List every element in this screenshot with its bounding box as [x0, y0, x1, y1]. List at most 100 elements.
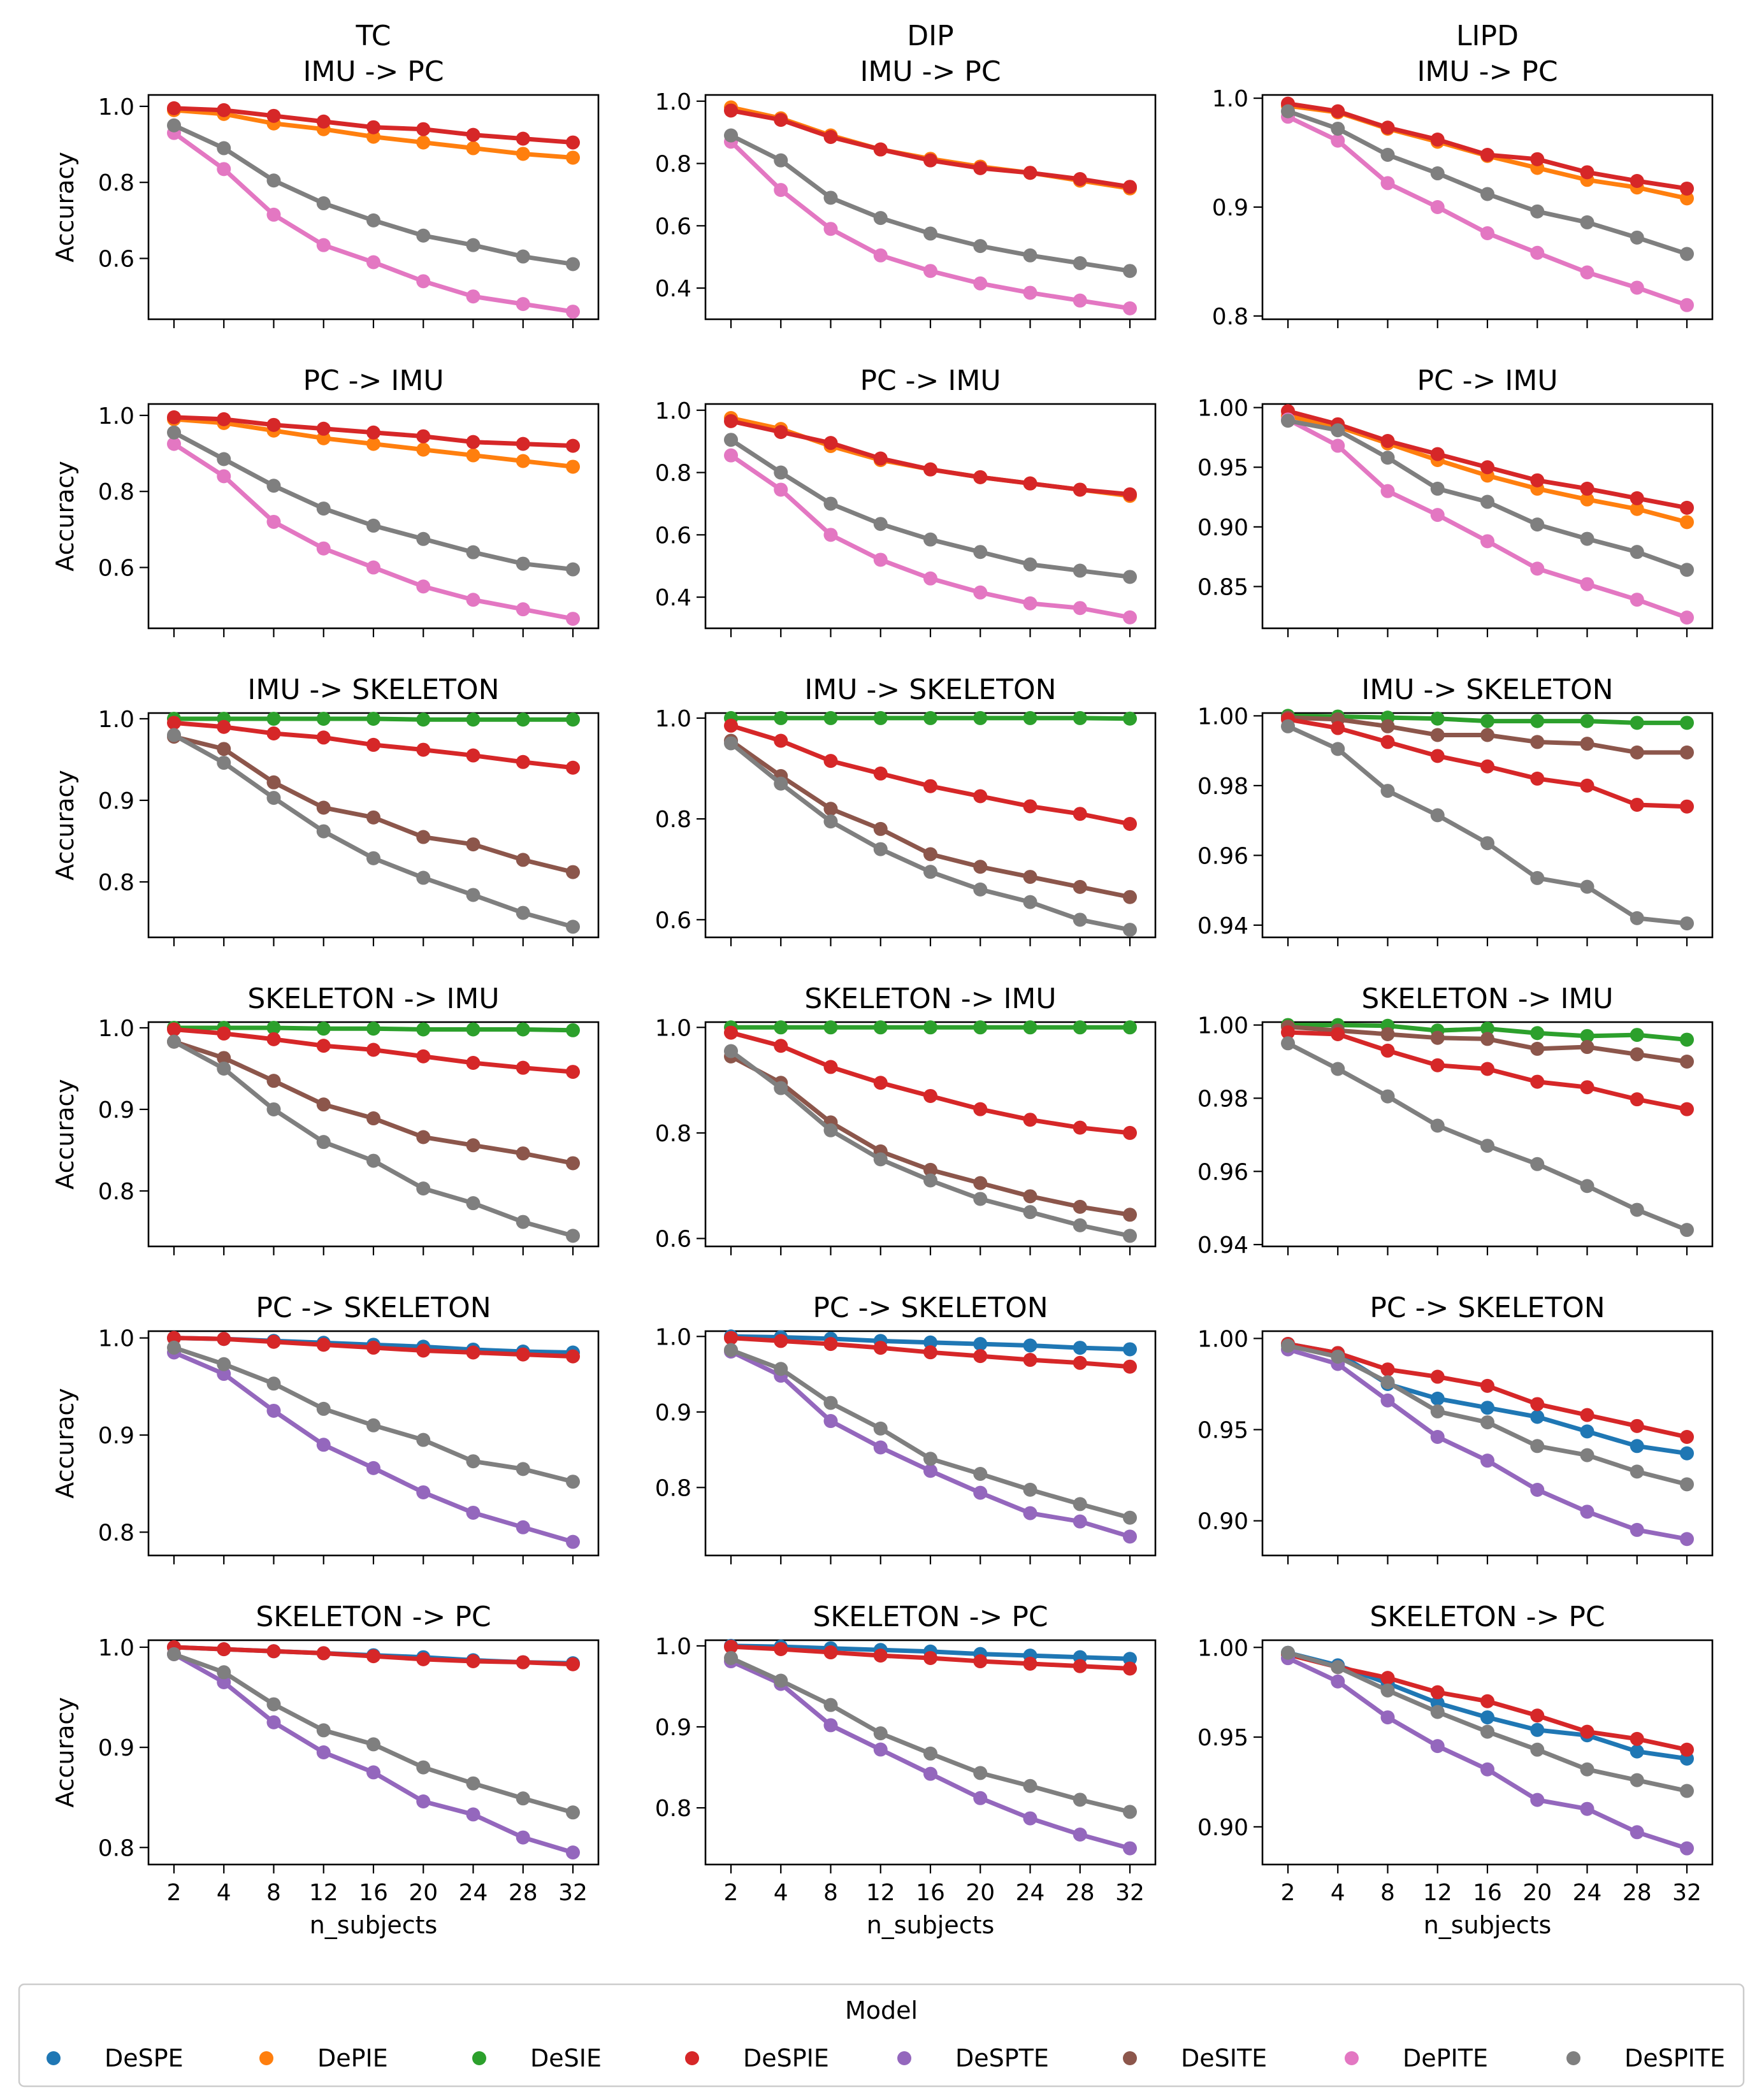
data-point-DeSPIE: [1680, 1742, 1694, 1757]
y-tick-label: 0.95: [1197, 455, 1248, 481]
data-point-DePITE: [1630, 280, 1644, 295]
data-point-DeSPITE: [774, 1673, 788, 1688]
data-point-DeSITE: [1123, 890, 1137, 904]
data-point-DePITE: [1380, 176, 1395, 191]
data-point-DeSPIE: [873, 1341, 888, 1355]
data-point-DeSPIE: [973, 1102, 988, 1116]
data-point-DeSPIE: [566, 438, 580, 453]
data-point-DeSPIE: [1380, 735, 1395, 749]
data-point-DeSPIE: [1123, 1125, 1137, 1140]
data-point-DeSIE: [1023, 711, 1037, 725]
data-point-DeSPTE: [1580, 1801, 1594, 1816]
subplot-12: SKELETON -> IMU 0.94 0.96 0.98 1.00: [1197, 983, 1714, 1259]
data-point-DeSPTE: [1430, 1739, 1445, 1754]
series-line-DeSPIE: [1285, 101, 1689, 191]
data-point-DeSPTE: [1123, 1529, 1137, 1544]
data-point-DeSITE: [217, 742, 231, 756]
subplot-title: IMU -> SKELETON: [1361, 674, 1613, 706]
data-point-DeSPE: [1580, 1424, 1594, 1439]
axes-frame: [704, 403, 1157, 630]
data-point-DeSPE: [1123, 1652, 1137, 1666]
legend-label: DeSPIE: [743, 2044, 829, 2072]
y-tick-label: 1.00: [1197, 1635, 1248, 1661]
data-point-DeSPTE: [266, 1715, 281, 1729]
data-point-DeSPIE: [973, 789, 988, 804]
data-point-DeSPITE: [1380, 1375, 1395, 1390]
data-point-DeSPIE: [1480, 460, 1494, 475]
x-tick-label: 8: [823, 1880, 838, 1906]
data-point-DeSPTE: [416, 1485, 431, 1499]
data-point-DePITE: [1073, 601, 1087, 616]
x-tick-label: 32: [558, 1880, 588, 1906]
data-point-DePITE: [1580, 265, 1594, 280]
legend-marker: [472, 2051, 486, 2065]
data-point-DePITE: [823, 222, 838, 236]
data-point-DeSPIE: [1530, 473, 1545, 487]
data-point-DeSPITE: [466, 545, 481, 559]
data-point-DePITE: [823, 528, 838, 542]
data-point-DeSIE: [823, 711, 838, 725]
data-point-DePITE: [1380, 484, 1395, 498]
data-point-DeSPITE: [516, 249, 530, 264]
data-point-DeSIE: [466, 1022, 481, 1037]
data-point-DeSPTE: [923, 1464, 937, 1478]
data-point-DeSIE: [1073, 1020, 1087, 1035]
data-point-DeSIE: [566, 712, 580, 727]
y-tick-label: 1.0: [655, 706, 691, 732]
series-line-DeSPITE: [1285, 724, 1689, 926]
y-tick-label: 0.85: [1197, 574, 1248, 600]
data-point-DeSPIE: [366, 737, 380, 752]
data-point-DeSPITE: [1123, 923, 1137, 937]
data-point-DeSPIE: [1073, 1355, 1087, 1370]
data-point-DeSPIE: [973, 1654, 988, 1669]
data-point-DeSPITE: [1073, 256, 1087, 270]
data-point-DeSPIE: [1380, 434, 1395, 449]
y-tick-label: 0.8: [98, 1835, 134, 1861]
y-tick-label: 1.0: [655, 1324, 691, 1350]
data-point-DeSIE: [266, 711, 281, 726]
data-point-DeSPITE: [167, 1034, 181, 1049]
data-point-DeSPIE: [1530, 152, 1545, 166]
y-axis-label: Accuracy: [51, 770, 79, 881]
axes-frame: [147, 1639, 600, 1866]
data-point-DeSPE: [1023, 1338, 1037, 1353]
data-point-DePITE: [516, 297, 530, 312]
x-tick-label: 4: [1331, 1880, 1345, 1906]
data-point-DePITE: [1530, 245, 1545, 260]
data-point-DeSPITE: [1480, 187, 1494, 201]
data-point-DeSPITE: [466, 888, 481, 902]
y-tick-label: 1.00: [1197, 396, 1248, 422]
data-point-DeSPTE: [266, 1403, 281, 1418]
data-point-DeSITE: [1023, 870, 1037, 884]
data-point-DeSPTE: [516, 1520, 530, 1534]
data-point-DeSPIE: [516, 754, 530, 769]
x-tick-label: 20: [1522, 1880, 1552, 1906]
data-point-DeSPITE: [466, 1196, 481, 1211]
data-point-DeSIE: [416, 1022, 431, 1037]
y-tick-label: 0.8: [655, 1121, 691, 1147]
data-point-DeSIE: [1023, 1020, 1037, 1035]
data-point-DeSPITE: [366, 1153, 380, 1168]
subplot-title: PC -> IMU: [1417, 364, 1558, 397]
data-point-DeSPITE: [167, 118, 181, 133]
data-point-DeSPIE: [217, 1026, 231, 1041]
x-tick-label: 2: [724, 1880, 739, 1906]
data-point-DeSPITE: [566, 1229, 580, 1243]
data-point-DeSPIE: [266, 1334, 281, 1349]
data-point-DeSPIE: [1123, 180, 1137, 194]
data-point-DeSITE: [1580, 737, 1594, 751]
data-point-DeSPITE: [1123, 264, 1137, 278]
data-point-DeSPTE: [1580, 1504, 1594, 1519]
data-point-DeSPITE: [516, 1462, 530, 1476]
data-point-DeSPIE: [316, 1039, 331, 1053]
x-tick-label: 20: [965, 1880, 995, 1906]
data-point-DeSPTE: [366, 1765, 380, 1780]
data-point-DeSPITE: [923, 1173, 937, 1188]
axes-frame: [1261, 1330, 1714, 1557]
data-point-DeSPITE: [1680, 1477, 1694, 1492]
data-point-DePITE: [973, 276, 988, 291]
subplot-title: SKELETON -> IMU: [804, 983, 1056, 1015]
data-point-DeSPIE: [1680, 181, 1694, 196]
data-point-DeSPIE: [416, 429, 431, 444]
data-point-DeSPITE: [167, 728, 181, 742]
